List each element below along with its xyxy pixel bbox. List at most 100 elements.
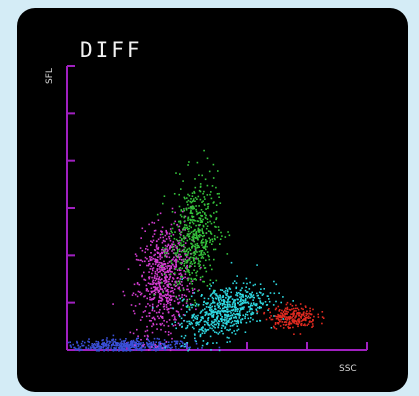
data-point	[178, 193, 180, 196]
data-point	[179, 236, 181, 239]
data-point	[164, 263, 166, 265]
data-point	[214, 248, 217, 251]
data-point	[210, 302, 212, 305]
data-point	[122, 290, 125, 293]
data-point	[176, 245, 178, 248]
data-point	[269, 292, 272, 294]
data-point	[222, 318, 225, 321]
data-point	[159, 343, 162, 345]
data-point	[278, 310, 280, 312]
data-point	[212, 177, 215, 179]
data-point	[205, 313, 207, 316]
data-point	[203, 297, 206, 300]
data-point	[166, 290, 168, 292]
data-point	[118, 349, 121, 352]
data-point	[177, 260, 179, 263]
data-point	[175, 342, 177, 345]
data-point	[171, 231, 173, 234]
data-point	[173, 300, 176, 302]
data-point	[188, 247, 190, 250]
data-point	[122, 340, 125, 342]
data-point	[149, 293, 151, 295]
data-point	[198, 330, 200, 333]
data-point	[196, 213, 198, 216]
data-point	[238, 313, 241, 316]
data-point	[204, 311, 206, 314]
data-point	[219, 202, 222, 204]
data-point	[211, 305, 213, 308]
data-point	[232, 324, 234, 327]
data-point	[164, 276, 167, 279]
data-point	[188, 290, 191, 293]
data-point	[224, 327, 226, 330]
data-point	[195, 232, 197, 234]
data-point	[205, 330, 207, 333]
data-point	[112, 303, 114, 305]
data-point	[120, 342, 122, 345]
data-point	[281, 316, 283, 319]
data-point	[286, 306, 289, 309]
data-point	[287, 326, 289, 328]
data-point	[176, 252, 179, 254]
data-point	[183, 250, 185, 253]
data-point	[290, 313, 292, 315]
data-point	[150, 341, 152, 344]
data-point	[201, 228, 203, 230]
data-point	[152, 341, 155, 343]
data-point	[237, 308, 239, 311]
data-point	[210, 349, 212, 351]
data-point	[224, 290, 227, 292]
data-point	[159, 287, 162, 290]
data-point	[195, 224, 197, 227]
data-point	[101, 343, 103, 346]
data-point	[198, 189, 201, 192]
data-point	[252, 318, 254, 321]
data-point	[191, 283, 193, 285]
data-point	[195, 258, 197, 260]
data-point	[175, 252, 177, 254]
data-point	[206, 285, 209, 287]
data-point	[192, 319, 195, 322]
data-point	[231, 320, 234, 323]
data-point	[189, 265, 191, 268]
data-point	[138, 347, 141, 350]
data-point	[154, 259, 157, 262]
data-point	[203, 330, 205, 332]
data-point	[227, 313, 230, 316]
data-point	[186, 234, 188, 237]
data-point	[216, 312, 219, 315]
data-point	[157, 271, 160, 273]
data-point	[177, 255, 180, 257]
data-point	[199, 276, 202, 279]
data-point	[275, 307, 278, 310]
data-point	[242, 308, 245, 310]
data-point	[176, 310, 178, 313]
data-point	[278, 292, 280, 294]
data-point	[273, 315, 275, 317]
data-point	[199, 233, 201, 236]
data-point	[195, 230, 198, 233]
data-point	[167, 262, 169, 265]
data-point	[153, 310, 156, 312]
data-point	[321, 316, 324, 318]
data-point	[129, 331, 132, 334]
data-point	[244, 300, 247, 302]
data-point	[153, 294, 155, 296]
data-point	[134, 349, 136, 351]
data-point	[262, 302, 264, 304]
data-point	[236, 329, 238, 332]
data-point	[188, 194, 191, 197]
data-point	[166, 267, 168, 269]
data-point	[193, 219, 196, 222]
data-point	[167, 300, 170, 303]
data-point	[203, 280, 205, 283]
data-point	[197, 238, 199, 241]
data-point	[285, 321, 288, 323]
data-point	[179, 253, 181, 256]
data-point	[293, 322, 296, 324]
data-point	[190, 242, 192, 245]
data-point	[205, 306, 208, 308]
data-point	[177, 256, 179, 258]
data-point	[270, 327, 273, 329]
data-point	[178, 313, 180, 316]
